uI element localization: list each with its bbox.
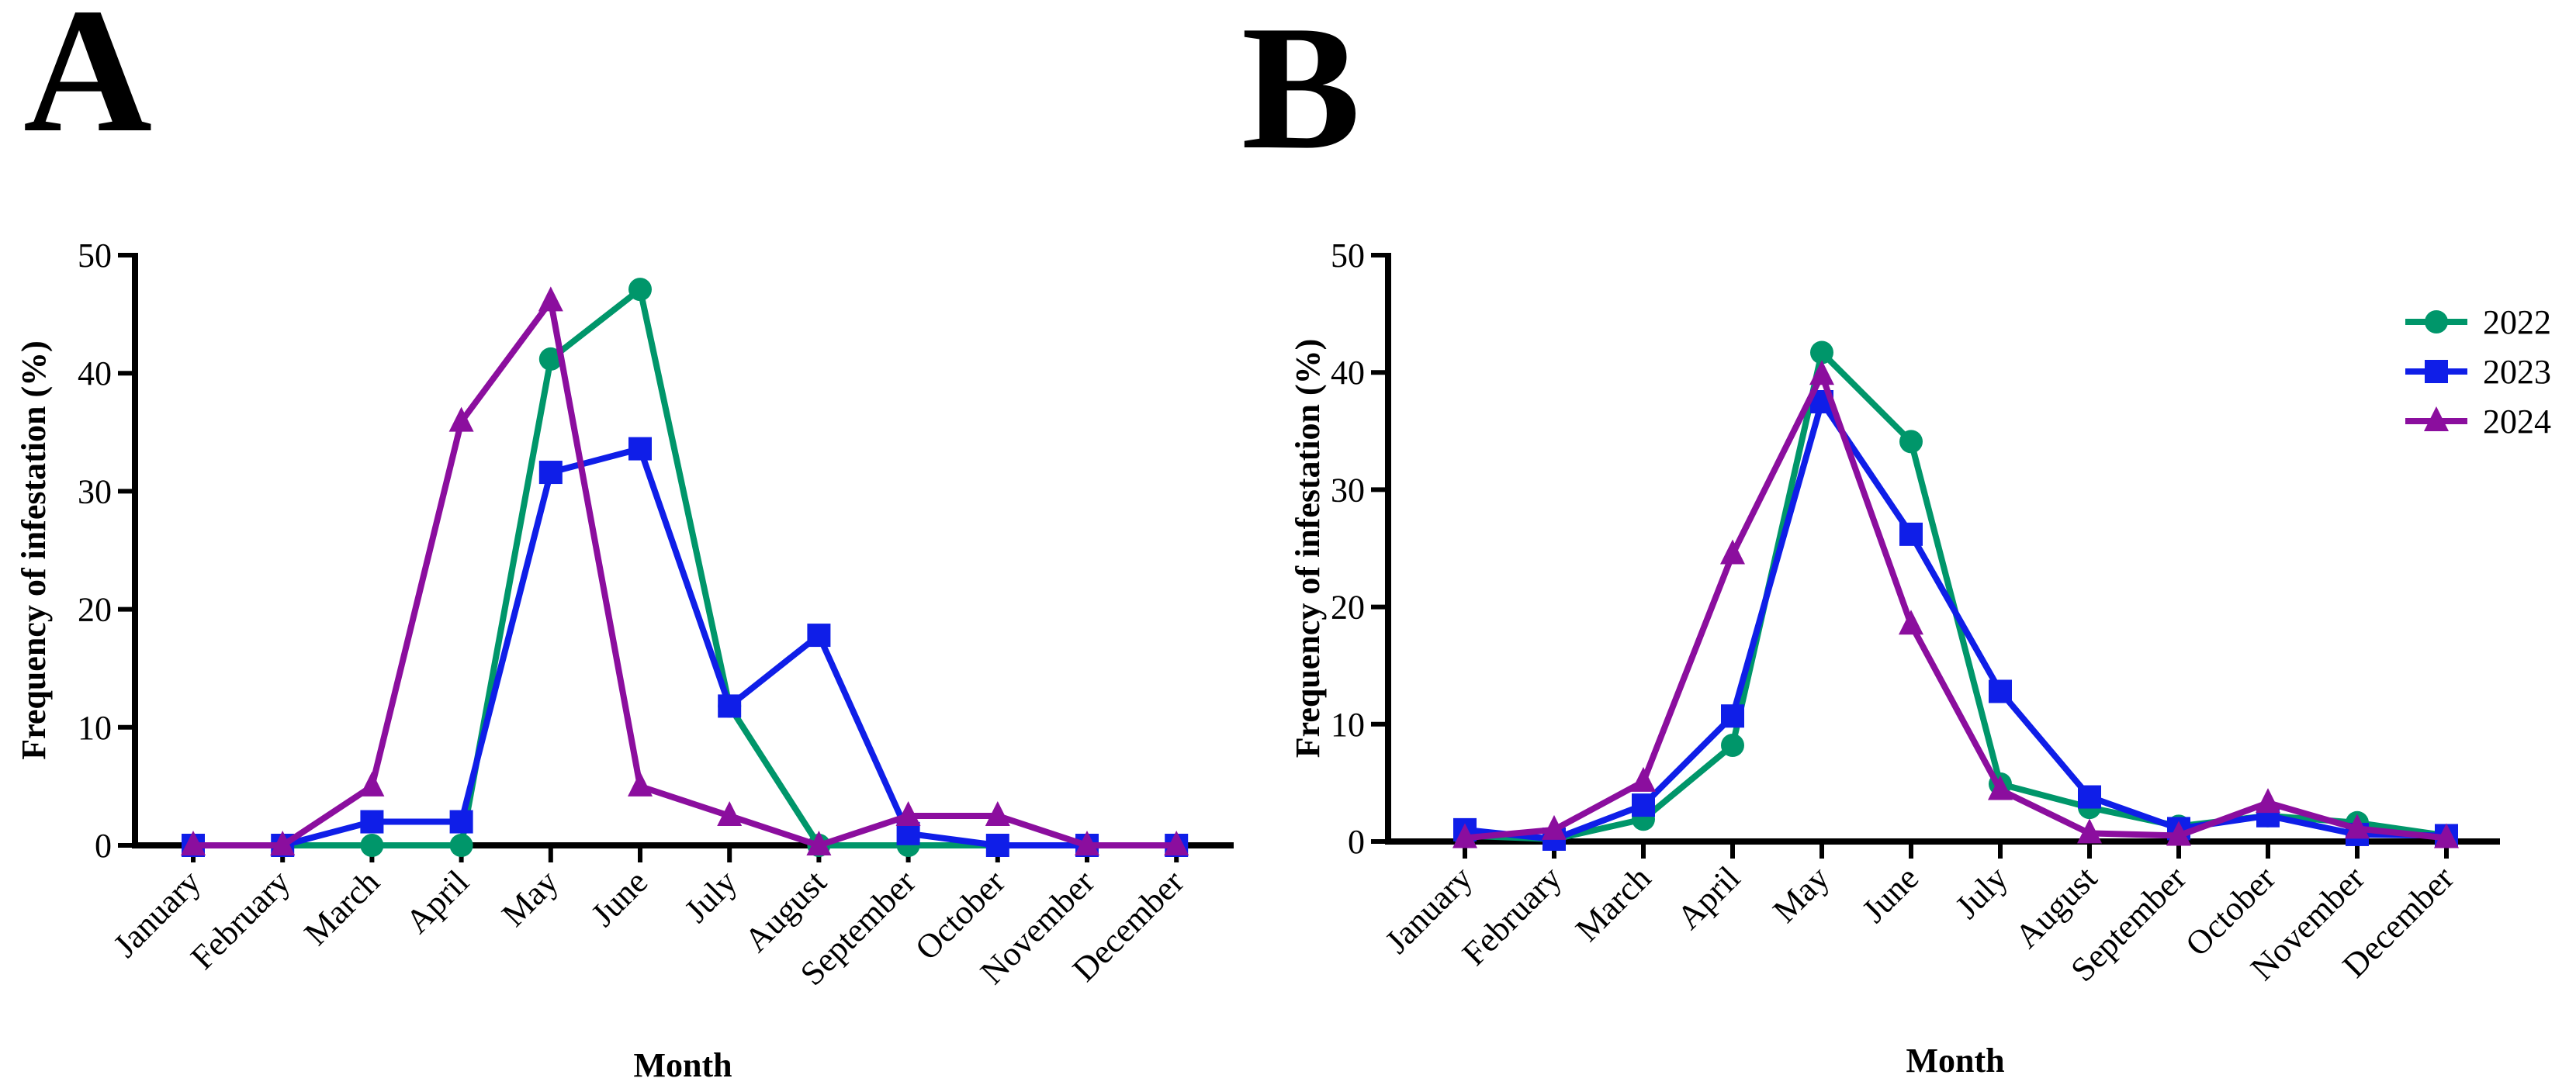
panel-b-point-2024-november [2345, 814, 2370, 839]
panel-a-point-2022-june [628, 278, 652, 302]
panel-b-point-2023-july [1989, 679, 2012, 703]
panel-b-legend: 2022 2023 2024 [2405, 303, 2551, 441]
panel-b-line-2023 [1464, 399, 2447, 842]
panel-b-legend-label-2024: 2024 [2483, 403, 2551, 441]
panel-a-point-2024-january [181, 831, 206, 855]
panel-a-series-2024 [181, 286, 1189, 855]
panel-b-series-2022 [1453, 340, 2458, 851]
panel-b-legend-marker-2022 [2425, 310, 2448, 333]
panel-a-xtick-label-april: April [398, 862, 476, 940]
panel-b-legend-label-2023: 2023 [2483, 353, 2551, 391]
panel-b-ytick-label: 50 [1331, 237, 1365, 275]
panel-a-point-2023-august [807, 624, 831, 648]
panel-b-point-2022-may [1810, 340, 1833, 365]
panel-a-ytick-label: 40 [78, 354, 112, 392]
panel-b-point-2024-march [1631, 766, 1656, 792]
panel-a-point-2024-april [448, 406, 474, 432]
panel-a-point-2024-july [717, 800, 743, 826]
panel-a-point-2023-april [449, 810, 473, 834]
panel-b-xtick-label-february: February [1455, 859, 1569, 973]
panel-b-label: B [1241, 0, 1360, 186]
panel-a-xtick-label-may: May [494, 862, 566, 934]
panel-b-point-2023-august [2078, 785, 2101, 809]
panel-b-point-2023-march [1632, 793, 1655, 817]
panel-a-label: A [23, 0, 152, 169]
panel-a-series-2022 [182, 278, 1189, 857]
panel-b-point-2024-august [2077, 818, 2102, 844]
panel-b-xtick-label-july: July [1948, 859, 2016, 926]
panel-a-line-2022 [193, 286, 1177, 848]
panel-a-point-2023-march [360, 810, 384, 834]
panel-a-point-2022-april [449, 834, 473, 857]
panel-a-ytick-label: 50 [78, 237, 112, 275]
panel-a-point-2024-september [895, 800, 921, 826]
panel-b-point-2024-february [1542, 814, 1567, 840]
panel-b-point-2023-june [1899, 522, 1923, 546]
panel-a-point-2024-october [985, 800, 1010, 826]
panel-a-xtick-label-june: June [583, 862, 655, 934]
panel-b-ytick-label: 10 [1331, 706, 1365, 744]
panel-b-legend-label-2022: 2022 [2483, 303, 2551, 341]
panel-b-point-2022-april [1721, 734, 1744, 758]
panel-a-point-2022-may [538, 347, 563, 371]
panel-a-ytick-label: 20 [78, 591, 112, 629]
panel-b-x-axis-title: Month [1906, 1042, 2004, 1080]
panel-a-point-2023-june [628, 437, 652, 461]
panel-b-point-2022-june [1899, 430, 1923, 454]
panel-b-point-2024-july [1988, 775, 2013, 800]
panel-a-x-axis-title: Month [633, 1046, 732, 1084]
panel-b-series-2024 [1452, 360, 2459, 848]
panel-a-ytick-label: 0 [95, 827, 112, 865]
panel-a-point-2024-june [628, 771, 653, 797]
panel-b-point-2024-june [1899, 610, 1923, 635]
panel-a-point-2022-march [360, 834, 384, 857]
panel-b-ytick-label: 40 [1331, 354, 1365, 392]
panel-a-xtick-label-march: March [297, 862, 387, 952]
panel-a-point-2024-november [1075, 831, 1099, 855]
panel-a-point-2024-december [1164, 831, 1189, 855]
panel-b-y-axis-title: Frequency of infestation (%) [1289, 339, 1327, 759]
panel-b-line-2024 [1464, 371, 2447, 841]
panel-b-point-2024-april [1720, 539, 1745, 565]
panel-b-point-2024-january [1452, 823, 1477, 848]
panel-b-xtick-label-april: April [1670, 859, 1747, 936]
panel-a-xtick-label-february: February [183, 862, 297, 976]
panel-a-line-2023 [193, 445, 1177, 848]
panel-a-xtick-label-july: July [677, 862, 745, 930]
panel-a-point-2024-march [359, 771, 385, 797]
panel-a-ytick-label: 30 [78, 472, 112, 510]
panel-b-xtick-label-may: May [1765, 859, 1837, 930]
panel-b-point-2024-december [2434, 823, 2459, 848]
panel-b-legend-marker-2024 [2424, 406, 2449, 431]
panel-b-xtick-label-june: June [1854, 859, 1926, 930]
panel-b-legend-marker-2023 [2425, 360, 2448, 383]
panel-a-y-axis-title: Frequency of infestation (%) [15, 340, 53, 760]
panel-a-point-2024-may [538, 286, 563, 312]
panel-b-point-2024-may [1809, 360, 1834, 385]
panel-b-line-2022 [1464, 349, 2447, 842]
panel-b-point-2024-october [2256, 788, 2280, 814]
panel-b-xtick-label-march: March [1568, 859, 1658, 949]
panel-a-line-2024 [193, 298, 1177, 848]
panel-b-point-2023-april [1721, 704, 1744, 728]
panel-b-ytick-label: 30 [1331, 471, 1365, 509]
panel-a-point-2023-july [718, 694, 742, 718]
panel-a-point-2023-october [985, 834, 1009, 857]
panel-b-point-2024-september [2166, 821, 2191, 846]
panel-a-ytick-label: 10 [78, 709, 112, 747]
panel-a-point-2024-august [806, 831, 832, 855]
panel-b-ytick-label: 20 [1331, 589, 1365, 627]
panel-b-ytick-label: 0 [1348, 823, 1365, 861]
panel-a-point-2024-february [270, 831, 296, 855]
panel-a-point-2023-may [538, 461, 563, 485]
